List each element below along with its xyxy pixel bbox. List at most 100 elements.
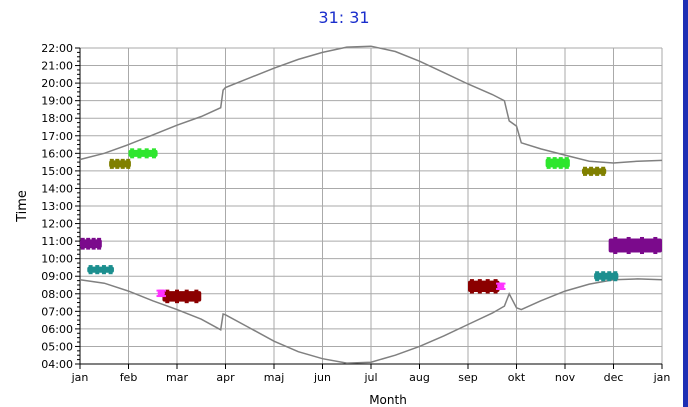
data-point — [493, 291, 498, 294]
data-point — [80, 247, 85, 250]
y-tick-label: 14:00 — [41, 182, 73, 195]
data-point — [88, 272, 93, 275]
x-tick-label: okt — [508, 371, 526, 384]
data-point — [137, 156, 142, 159]
window-border — [683, 0, 688, 407]
data-point — [95, 272, 100, 275]
data-point — [601, 271, 606, 274]
y-tick-label: 08:00 — [41, 288, 73, 301]
x-tick-label: aug — [409, 371, 430, 384]
data-cluster — [608, 238, 662, 253]
data-point — [558, 166, 563, 169]
data-point — [161, 289, 166, 292]
data-point — [175, 301, 179, 304]
data-point — [589, 166, 594, 169]
y-tick-label: 09:00 — [41, 270, 73, 283]
reference-curves — [79, 45, 663, 364]
data-point — [95, 265, 100, 268]
y-tick-label: 16:00 — [41, 147, 73, 160]
data-point — [501, 282, 506, 285]
data-point — [564, 157, 569, 160]
chart-title: 31: 31 — [318, 8, 370, 27]
data-point — [108, 272, 113, 275]
x-tick-label: apr — [216, 371, 235, 384]
data-clusters — [80, 148, 662, 304]
axis-layer — [75, 47, 663, 369]
y-tick-label: 06:00 — [41, 323, 73, 336]
data-point — [601, 279, 606, 282]
data-point — [144, 156, 149, 159]
data-point — [595, 271, 600, 274]
data-point — [626, 252, 631, 255]
y-tick-label: 10:00 — [41, 253, 73, 266]
y-tick-label: 07:00 — [41, 305, 73, 318]
y-tick-label: 15:00 — [41, 165, 73, 178]
y-tick-label: 22:00 — [41, 42, 73, 55]
grid-layer — [79, 47, 663, 365]
axis-labels: 04:00 05:00 06:00 07:00 08:00 09:00 10:00 11:00… — [15, 42, 670, 407]
data-point — [184, 289, 189, 292]
sunrise-curve — [79, 278, 663, 364]
data-point — [607, 271, 612, 274]
data-cluster — [157, 291, 165, 296]
data-point — [115, 166, 120, 169]
data-point — [613, 271, 618, 274]
data-point — [184, 301, 189, 304]
data-point — [88, 265, 93, 268]
data-point — [493, 279, 498, 282]
x-tick-label: jan — [653, 371, 671, 384]
data-cluster — [80, 239, 102, 249]
data-point — [601, 173, 606, 176]
x-tick-label: mar — [166, 371, 188, 384]
data-point — [469, 279, 474, 282]
data-point — [613, 252, 618, 255]
data-point — [126, 158, 131, 161]
data-point — [86, 247, 91, 250]
data-point — [583, 166, 588, 169]
data-cluster — [468, 280, 500, 293]
data-point — [126, 166, 131, 169]
data-point — [546, 166, 551, 169]
x-tick-label: sep — [458, 371, 477, 384]
data-point — [91, 237, 96, 240]
x-tick-label: jun — [313, 371, 331, 384]
data-point — [639, 252, 644, 255]
data-point — [108, 265, 113, 268]
data-point — [583, 173, 588, 176]
data-point — [653, 252, 658, 255]
sunset-curve — [79, 45, 663, 164]
data-point — [91, 247, 96, 250]
data-point — [546, 157, 551, 160]
data-point — [151, 148, 156, 151]
y-tick-label: 19:00 — [41, 95, 73, 108]
data-cluster — [497, 284, 505, 289]
data-point — [120, 158, 125, 161]
data-point — [477, 279, 482, 282]
y-tick-label: 20:00 — [41, 77, 73, 90]
data-point — [130, 148, 135, 151]
data-cluster — [581, 168, 607, 175]
data-cluster — [162, 291, 202, 302]
data-point — [558, 157, 563, 160]
data-point — [589, 173, 594, 176]
data-point — [194, 289, 199, 292]
x-tick-label: jan — [71, 371, 89, 384]
data-point — [595, 173, 600, 176]
data-point — [109, 166, 114, 169]
y-tick-label: 05:00 — [41, 340, 73, 353]
data-point — [130, 156, 135, 159]
y-tick-label: 12:00 — [41, 218, 73, 231]
data-point — [97, 247, 102, 250]
data-point — [552, 157, 557, 160]
data-point — [607, 279, 612, 282]
data-point — [101, 265, 106, 268]
data-point — [165, 301, 170, 304]
data-point — [485, 291, 490, 294]
y-tick-label: 21:00 — [41, 60, 73, 73]
data-point — [120, 166, 125, 169]
data-point — [595, 279, 600, 282]
data-point — [613, 279, 618, 282]
data-point — [653, 236, 658, 239]
data-point — [485, 279, 490, 282]
